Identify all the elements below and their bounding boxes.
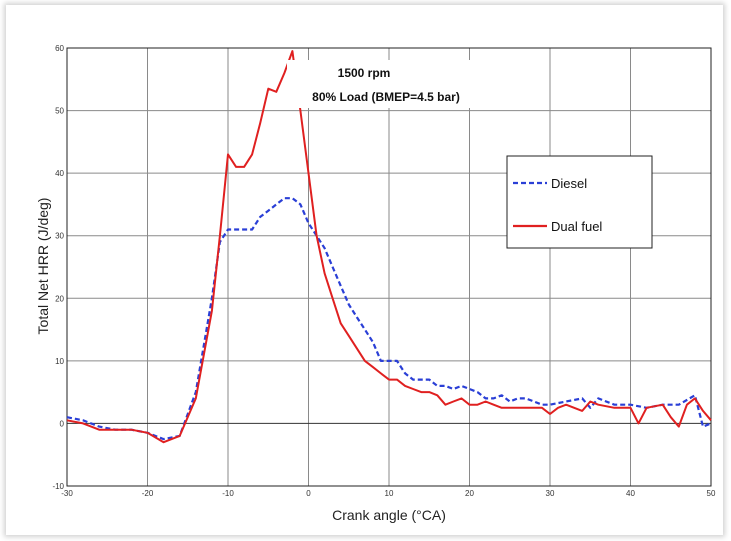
x-tick-label: -30 (61, 489, 73, 498)
y-axis-label: Total Net HRR (J/deg) (35, 198, 51, 335)
y-tick-label: -10 (52, 482, 64, 491)
plot-area-border (66, 47, 712, 487)
chart-title-line-2: 80% Load (BMEP=4.5 bar) (312, 90, 460, 104)
x-tick-label: 0 (306, 489, 311, 498)
x-tick-label: -10 (222, 489, 234, 498)
series-lines (66, 50, 712, 444)
tick-labels: -30 -20 -10 0 10 20 30 40 50 -10 0 10 20 30 40 50 60 (52, 44, 716, 498)
y-tick-label: 60 (55, 44, 64, 53)
legend: Diesel Dual fuel (506, 155, 653, 249)
x-tick-label: 40 (626, 489, 635, 498)
y-tick-label: 30 (55, 232, 64, 241)
y-tick-label: 0 (60, 419, 65, 428)
grid-lines (67, 48, 711, 486)
legend-label-diesel: Diesel (551, 176, 587, 191)
x-tick-label: -20 (142, 489, 154, 498)
title-background (287, 60, 493, 108)
y-tick-label: 40 (55, 169, 64, 178)
y-tick-label: 10 (55, 357, 64, 366)
series-line-dual-fuel (66, 50, 712, 444)
x-tick-label: 10 (385, 489, 394, 498)
chart-title-line-1: 1500 rpm (338, 66, 391, 80)
legend-box (506, 155, 653, 249)
x-tick-label: 30 (546, 489, 555, 498)
x-tick-label: 50 (707, 489, 716, 498)
x-tick-label: 20 (465, 489, 474, 498)
legend-label-dual-fuel: Dual fuel (551, 219, 602, 234)
series-line-diesel (66, 197, 712, 441)
y-tick-label: 20 (55, 294, 64, 303)
x-axis-label: Crank angle (°CA) (332, 507, 446, 523)
y-tick-label: 50 (55, 107, 64, 116)
